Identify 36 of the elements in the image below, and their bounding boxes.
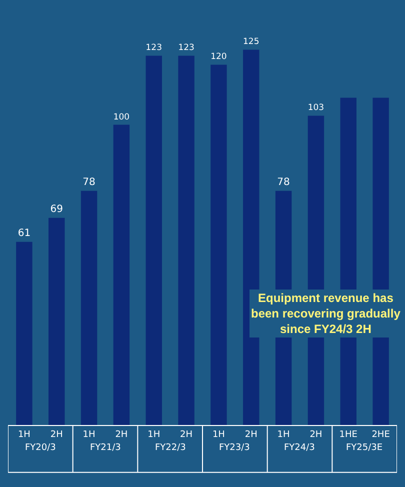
data-label: 100	[113, 111, 130, 122]
x-tick-label: 1HE	[339, 430, 358, 440]
bar	[48, 218, 65, 425]
x-tick-label: 2H	[310, 430, 322, 440]
x-tick-label: 1H	[82, 430, 96, 440]
x-tick-label: 1H	[277, 430, 290, 440]
data-label: 123	[178, 42, 194, 52]
text: FY22/3	[155, 443, 186, 453]
x-tick-label: 2H	[115, 430, 128, 440]
x-tick-label: 2H	[50, 430, 63, 440]
text: FY25/3E	[346, 443, 383, 453]
text: FY23/3	[219, 443, 250, 453]
data-label: 120	[210, 51, 227, 62]
bar	[80, 190, 98, 425]
bar	[146, 56, 162, 425]
bar	[210, 64, 227, 425]
data-label: 61	[18, 228, 31, 239]
data-label: 78	[82, 176, 96, 188]
data-label: 103	[308, 102, 324, 112]
annotation: Equipment revenue has been recovering gradually since FY24/3 2H	[251, 291, 401, 336]
data-label: 123	[146, 42, 162, 52]
bar	[178, 56, 194, 425]
bar	[113, 124, 130, 425]
x-tick-label: 2HE	[372, 430, 390, 440]
x-tick-label: 1H	[18, 430, 30, 440]
text: FY21/3	[90, 443, 121, 453]
x-tick-label: 2H	[244, 430, 258, 440]
text: FY20/3	[25, 443, 56, 453]
x-tick-label: 1H	[148, 430, 160, 440]
data-label: 125	[243, 36, 260, 46]
x-tick-label: 2H	[180, 430, 193, 440]
data-label: 78	[277, 176, 290, 188]
bar	[16, 242, 32, 425]
text: FY24/3	[284, 443, 315, 453]
x-tick-label: 1H	[212, 430, 225, 440]
data-label: 69	[50, 204, 63, 215]
